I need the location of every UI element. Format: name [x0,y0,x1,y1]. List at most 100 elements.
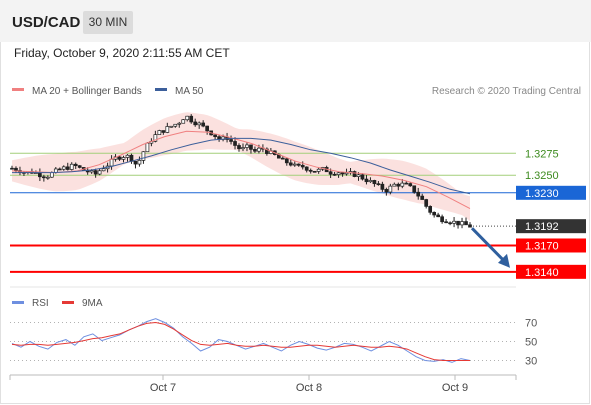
candle-body [440,216,444,223]
candle-body [201,122,206,127]
candle-body [420,195,425,200]
level-label-1.3170: 1.3170 [525,240,559,252]
rsi-legend: RSI 9MA [12,298,103,309]
candle-body [253,149,257,152]
candle-body [392,183,397,187]
candle-body [304,166,309,171]
candle-body [145,142,150,153]
candle-body [448,222,452,225]
candle-body [77,165,82,168]
rsi-tick-70: 70 [525,318,537,330]
chart-header: USD/CAD 30 MIN [0,0,591,42]
candle-body [368,180,373,183]
candle-body [69,163,74,170]
candle-body [73,163,78,167]
candle-body [65,166,70,170]
candle-body [376,183,381,186]
level-labels-layer: 1.3275 1.3250 1.3230 1.3192 1.3170 1.3140 [516,148,586,279]
candle-body [300,164,305,168]
candle-body [10,167,14,170]
candle-body [205,125,209,132]
candle-body [388,185,393,193]
level-tag-1.3140 [516,264,586,279]
x-tick-label: Oct 7 [150,382,176,394]
candle-body [452,220,456,224]
ma20-legend-swatch [12,88,24,91]
ma50-legend-label: MA 50 [175,86,204,97]
candle-body [328,171,333,175]
level-label-1.3230: 1.3230 [525,188,559,200]
candle-body [97,170,102,175]
candle-body [356,174,361,177]
candle-body [308,169,313,172]
candle-body [89,170,94,173]
ma20-legend-label: MA 20 + Bollinger Bands [32,86,142,97]
level-tag-1.3170 [516,238,586,253]
candle-body [257,147,261,152]
candle-body [109,158,114,167]
x-tick-label: Oct 9 [442,382,468,394]
candle-body [432,211,437,216]
level-label-1.3192: 1.3192 [525,221,559,233]
candle-body [380,183,385,190]
rsi-legend-swatch [12,301,24,304]
rsi-line [11,318,471,363]
candle-body [408,183,413,187]
candle-body [42,176,46,179]
symbol-label: USD/CAD [12,14,81,31]
ma50-legend-swatch [155,88,167,91]
candle-body [141,151,146,161]
candle-body [193,121,198,126]
main-legend: MA 20 + Bollinger Bands MA 50 Research ©… [12,86,581,97]
candle-body [117,156,122,160]
candle-body [57,168,62,171]
level-tag-1.3192 [516,219,586,234]
candle-body [229,139,233,142]
candle-body [352,171,357,177]
candle-body [61,166,66,170]
candle-body [233,141,237,146]
forecast-arrow-shaft [470,227,507,263]
rsi-tick-30: 30 [525,356,537,368]
candle-body [412,185,417,193]
timeframe-button[interactable]: 30 MIN [83,11,133,34]
moving-averages-layer [11,130,471,210]
level-label-1.3140: 1.3140 [525,267,559,279]
candle-body [265,148,269,154]
level-lines-layer [10,152,516,273]
candle-body [336,172,341,176]
candle-body [460,221,464,226]
credit-text: Research © 2020 Trading Central [432,86,581,97]
candle-body [360,174,365,180]
candle-body [296,163,301,166]
candle-body [125,154,130,158]
time-axis: Oct 7 Oct 8 Oct 9 [9,375,517,394]
ma20-line [11,130,471,210]
forecast-arrow-layer [470,227,510,268]
candle-body [249,144,253,150]
candle-body [468,224,472,228]
candle-body [384,189,389,193]
candle-body [280,157,285,160]
candle-body [121,157,126,160]
candle-body [396,183,401,187]
level-label-1.3250: 1.3250 [525,170,559,182]
candle-body [288,162,293,166]
candle-body [177,122,182,125]
candle-body [436,214,440,218]
rsi-ma-legend-label: 9MA [82,298,103,309]
candle-body [340,172,345,175]
candle-body [161,130,166,133]
candle-body [197,122,202,126]
candle-body [165,126,170,133]
candle-body [133,160,138,165]
level-tag-1.3230 [516,185,586,200]
candle-body [213,134,217,138]
candle-body [464,221,468,226]
candle-body [101,168,106,172]
date-text: Friday, October 9, 2020 2:11:55 AM CET [14,46,230,60]
candle-body [129,154,134,162]
candle-body [344,172,349,175]
candle-body [416,191,421,197]
